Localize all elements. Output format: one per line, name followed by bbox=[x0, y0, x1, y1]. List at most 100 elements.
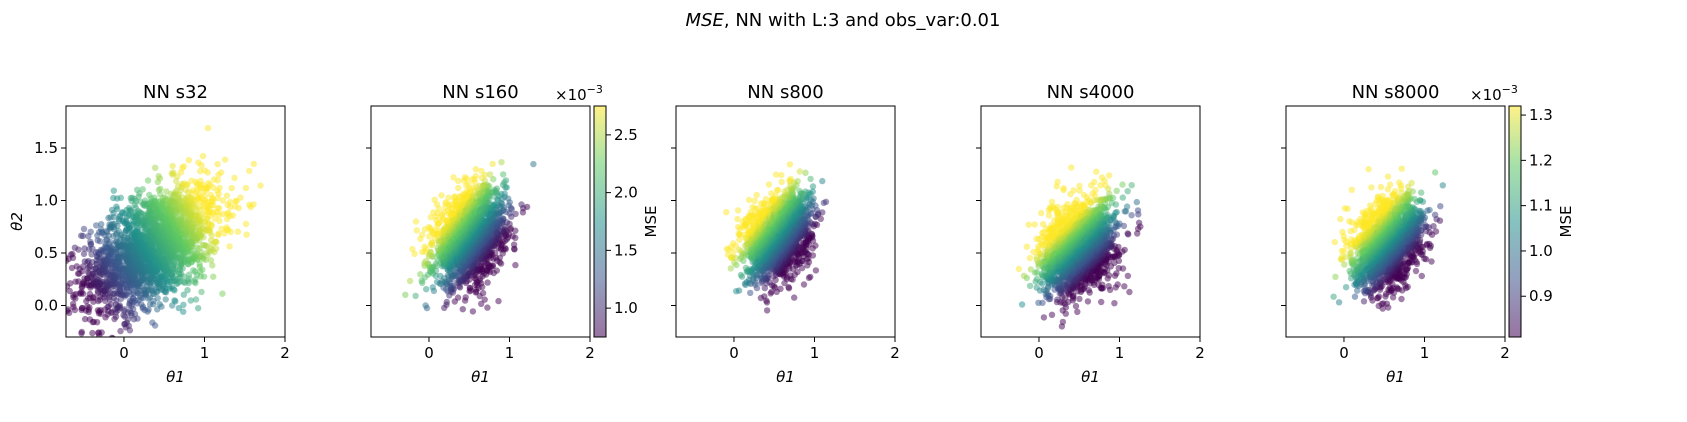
scatter-point bbox=[116, 302, 124, 309]
y-axis-label: θ2 bbox=[8, 212, 26, 231]
x-tick-label: 1 bbox=[200, 344, 210, 362]
scatter-point bbox=[791, 294, 798, 301]
scatter-point bbox=[486, 171, 494, 178]
scatter-point bbox=[785, 284, 792, 291]
scatter-point bbox=[243, 231, 250, 238]
scatter-point bbox=[466, 284, 474, 292]
scatter-point bbox=[90, 339, 96, 345]
scatter-point bbox=[430, 209, 437, 216]
scatter-point bbox=[69, 250, 76, 258]
scatter-point bbox=[59, 290, 65, 296]
scatter-point bbox=[87, 228, 94, 235]
scatter-point bbox=[132, 358, 138, 364]
scatter-point bbox=[152, 164, 159, 171]
scatter-point bbox=[412, 218, 420, 225]
scatter-points bbox=[58, 124, 264, 364]
scatter-point bbox=[226, 198, 234, 206]
scatter-point bbox=[93, 222, 100, 229]
scatter-point bbox=[235, 204, 242, 212]
scatter-point bbox=[450, 174, 457, 181]
scatter-point bbox=[423, 286, 430, 293]
scatter-point bbox=[463, 182, 470, 189]
scatter-point bbox=[747, 289, 754, 297]
scatter-point bbox=[199, 152, 207, 160]
scatter-point bbox=[472, 166, 479, 173]
scatter-point bbox=[227, 203, 234, 211]
scatter-point bbox=[733, 288, 740, 295]
scatter-point bbox=[411, 250, 418, 258]
scatter-point bbox=[219, 197, 227, 204]
scatter-point bbox=[180, 308, 187, 315]
scatter-point bbox=[198, 288, 205, 296]
scatter-point bbox=[500, 171, 507, 178]
scatter-point bbox=[250, 201, 257, 208]
scatter-points bbox=[723, 161, 830, 314]
scatter-point bbox=[207, 257, 215, 264]
scatter-point bbox=[451, 298, 458, 305]
scatter-point bbox=[58, 334, 64, 340]
scatter-point bbox=[202, 256, 209, 264]
scatter-point bbox=[79, 290, 87, 297]
scatter-point bbox=[495, 297, 502, 305]
scatter-point bbox=[419, 231, 426, 238]
x-tick-label: 0 bbox=[424, 344, 434, 362]
scatter-point bbox=[445, 194, 452, 201]
x-tick-label: 2 bbox=[585, 344, 595, 362]
scatter-point bbox=[237, 194, 244, 201]
scatter-point bbox=[472, 286, 480, 293]
scatter-point bbox=[478, 167, 485, 175]
colorbar-label: MSE bbox=[642, 206, 660, 238]
scatter-point bbox=[221, 156, 229, 163]
scatter-point bbox=[90, 293, 98, 301]
scatter-point bbox=[228, 184, 235, 192]
scatter-point bbox=[225, 209, 232, 216]
scatter-point bbox=[800, 281, 808, 288]
scatter-point bbox=[819, 177, 826, 185]
scatter-point bbox=[763, 307, 771, 314]
scatter-point bbox=[768, 288, 775, 296]
scatter-point bbox=[169, 162, 176, 170]
scatter-point bbox=[78, 328, 86, 336]
scatter-point bbox=[192, 296, 200, 303]
panel-title: NN s32 bbox=[143, 82, 208, 103]
scatter-point bbox=[180, 291, 187, 298]
scatter-point bbox=[489, 160, 496, 168]
scatter-point bbox=[66, 293, 67, 297]
scatter-point bbox=[229, 212, 237, 219]
scatter-point bbox=[114, 222, 121, 230]
scatter-point bbox=[151, 322, 159, 329]
scatter-point bbox=[131, 310, 139, 318]
suptitle-italic: MSE bbox=[686, 10, 725, 31]
scatter-point bbox=[450, 194, 458, 201]
scatter-point bbox=[427, 214, 434, 221]
scatter-point bbox=[501, 179, 508, 186]
scatter-point bbox=[419, 248, 426, 256]
scatter-point bbox=[80, 225, 88, 233]
suptitle-rest: , NN with L:3 and obs_var:0.01 bbox=[724, 10, 1001, 31]
scatter-point bbox=[162, 296, 169, 303]
scatter-point bbox=[208, 221, 215, 228]
colorbar-tick-label: 1.5 bbox=[614, 241, 638, 259]
scatter-point bbox=[442, 199, 449, 206]
scatter-point bbox=[418, 277, 425, 284]
scatter-point bbox=[402, 291, 409, 298]
scatter-point bbox=[481, 296, 488, 303]
scatter-point bbox=[422, 258, 429, 265]
scatter-point bbox=[443, 298, 450, 306]
scatter-point bbox=[175, 304, 182, 312]
multiplier-exponent: −3 bbox=[587, 83, 603, 96]
scatter-point bbox=[434, 257, 441, 264]
scatter-point bbox=[98, 221, 105, 228]
scatter-point bbox=[741, 280, 749, 287]
scatter-point bbox=[151, 194, 158, 201]
scatter-point bbox=[761, 284, 768, 292]
scatter-point bbox=[757, 294, 765, 302]
scatter-point bbox=[75, 246, 82, 253]
scatter-point bbox=[174, 173, 181, 180]
scatter-point bbox=[79, 232, 87, 240]
scatter-point bbox=[812, 213, 819, 220]
colorbar-tick-label: 1.0 bbox=[614, 299, 638, 317]
